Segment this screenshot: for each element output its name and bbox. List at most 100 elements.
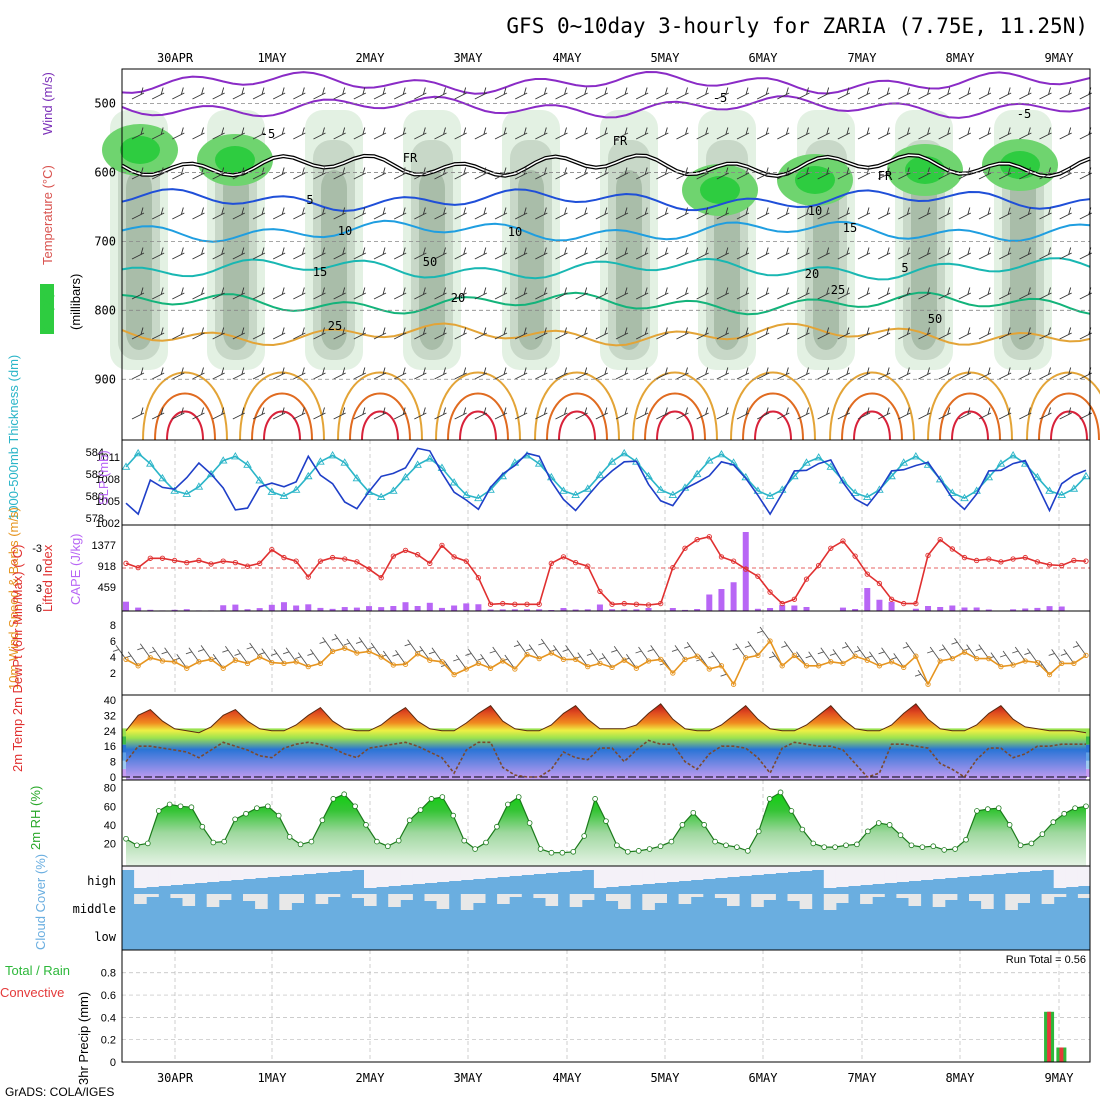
date-label-top: 5MAY <box>651 51 681 65</box>
wind-barb <box>252 367 266 380</box>
wind10-barb <box>392 649 406 665</box>
lifted-point <box>208 561 214 567</box>
wind-barb <box>857 287 871 300</box>
cape-bar <box>341 607 348 611</box>
cloud-high-gap <box>896 866 909 882</box>
wind10-barb <box>416 645 431 661</box>
wind-barb <box>635 127 649 140</box>
cape-bar <box>912 608 919 611</box>
contour-label: 15 <box>313 265 327 279</box>
wind10-point <box>755 652 761 659</box>
wind10-barb <box>611 645 625 661</box>
wind-barb <box>333 207 346 220</box>
cloud-mid-gap <box>436 894 450 909</box>
wind-barb <box>293 367 306 380</box>
thickness-tick: 584 <box>86 447 104 459</box>
cape-bar <box>353 607 360 611</box>
lifted-point <box>500 600 506 607</box>
lifted-point <box>123 560 129 566</box>
ylabel-cape: CAPE (J/kg) <box>68 533 83 605</box>
wind-barb <box>474 87 488 100</box>
wind10-point <box>159 658 166 664</box>
rh2m-point <box>908 842 915 849</box>
isotherm <box>121 291 1091 316</box>
wind-barb <box>192 127 205 140</box>
cape-bar <box>232 604 239 611</box>
wind-barb <box>797 247 810 260</box>
cloud-mid-gap <box>981 894 994 909</box>
wind-barb <box>877 247 891 260</box>
wind-barb <box>454 287 467 300</box>
thickness-point <box>364 487 374 495</box>
lifted-point <box>244 563 251 569</box>
thickness-point <box>802 458 811 466</box>
wind-barb <box>877 327 891 340</box>
wind-barb <box>474 367 488 380</box>
wind-barb <box>756 87 770 100</box>
lifted-point <box>1071 557 1077 564</box>
wind-barb <box>635 367 649 380</box>
wind-barb <box>454 327 467 340</box>
thickness-point <box>765 491 775 500</box>
cape-bar <box>621 609 628 611</box>
thickness-tick: 582 <box>86 469 104 481</box>
wind-barb <box>777 127 790 140</box>
wind10-point <box>925 681 931 687</box>
wind10-barb <box>538 638 552 654</box>
wind-barb <box>938 167 951 180</box>
wind-barb <box>514 247 528 260</box>
isotherm <box>121 219 1091 243</box>
wind10-point <box>560 656 567 663</box>
cape-bar <box>402 602 409 611</box>
wind-barb <box>131 247 145 260</box>
wind10-point <box>1071 660 1077 667</box>
thickness-point <box>583 484 593 492</box>
thickness-point <box>340 458 350 466</box>
rh2m-tick: 60 <box>104 801 116 813</box>
thickness-point <box>862 492 872 501</box>
wind-barb <box>272 167 286 180</box>
wind-barb <box>172 167 185 180</box>
wind-barb <box>131 167 145 180</box>
thickness-point <box>644 471 653 480</box>
wind-barb <box>535 367 548 380</box>
dewpoint-line <box>125 739 1086 779</box>
wind-barb <box>131 87 145 100</box>
rh-patch-core <box>795 166 835 194</box>
cloud-mid-gap <box>835 894 849 903</box>
ylabel-wind: Wind (m/s) <box>40 72 55 135</box>
cape-bar <box>864 588 871 611</box>
date-label-top: 9MAY <box>1045 51 1075 65</box>
lifted-point <box>779 600 785 607</box>
wind-barb <box>252 207 266 220</box>
cloud-high-gap <box>509 866 522 876</box>
date-label-bottom: 4MAY <box>553 1071 583 1085</box>
cloud-mid-gap <box>1005 894 1018 910</box>
thickness-point <box>753 486 763 494</box>
slp-tick: 1005 <box>96 496 120 508</box>
wind-barb <box>313 87 326 100</box>
rh2m-point <box>232 816 238 823</box>
cloud-mid-gap <box>860 894 873 904</box>
wind-barb <box>293 407 306 420</box>
thickness-point <box>279 491 289 500</box>
cloud-high-gap <box>678 866 692 881</box>
ylabel-rh: RH (%) <box>40 292 55 335</box>
wind-barb <box>898 247 911 260</box>
wind-barb <box>474 287 488 300</box>
rh-shade <box>1010 170 1036 350</box>
wind-barb <box>414 247 427 260</box>
cloud-mid-gap <box>291 894 304 903</box>
rh-shade <box>911 170 937 350</box>
date-label-bottom: 3MAY <box>454 1071 484 1085</box>
wind-barb <box>1059 207 1072 220</box>
cloud-high-gap <box>1029 866 1043 871</box>
wind10-barb <box>319 637 333 652</box>
wind-barb <box>817 327 830 340</box>
rh2m-point <box>625 848 631 855</box>
wind-barb <box>393 167 407 180</box>
wind10-tick: 6 <box>110 636 116 648</box>
lifted-tick: 0 <box>36 563 42 575</box>
wind10-barb <box>222 645 236 661</box>
wind-barb <box>938 367 951 380</box>
